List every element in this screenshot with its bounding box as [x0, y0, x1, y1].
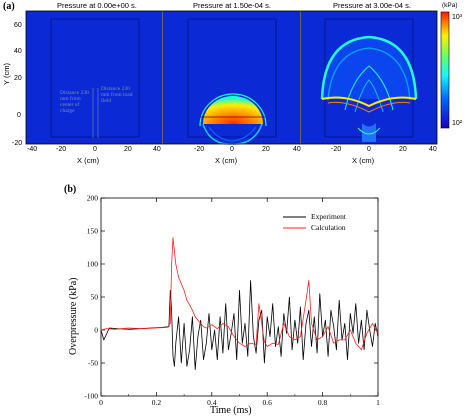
colorbar [440, 11, 450, 129]
series-line-experiment [100, 280, 379, 371]
y-tick-label: -50 [88, 359, 98, 368]
x-tick-label: 0.6 [263, 398, 273, 407]
y-tick-label: 150 [87, 227, 99, 236]
y-tick-label: 0 [94, 326, 98, 335]
y-tick-label: 100 [87, 260, 99, 269]
annotation-right: Distance 230 mm from load field [101, 86, 133, 104]
chart-ylabel: Overpressure (kPa) [68, 277, 79, 355]
chart-xlabel: Time (ms) [210, 405, 252, 416]
x-tick-2d: 20 [262, 146, 270, 153]
x-tick-label: 0.8 [318, 398, 328, 407]
x-tick-label: 1 [376, 398, 380, 407]
x-tick-label: 0.4 [207, 398, 217, 407]
panel-b-tag: (b) [64, 184, 77, 195]
x-tick-1c: 0 [93, 146, 97, 153]
pressure-annotation-arrows [92, 88, 99, 138]
y-tick-20: 20 [14, 75, 22, 82]
pressure-map-2 [163, 11, 300, 145]
map-title-2: Pressure at 1.50e-04 s. [193, 1, 271, 10]
y-tick-40: 40 [14, 48, 22, 55]
x-tick-1e: 40 [153, 146, 161, 153]
map-xlabel-3: X (cm) [352, 156, 375, 165]
x-tick-3e: 40 [429, 146, 437, 153]
y-tick-label: 50 [91, 293, 99, 302]
x-tick-label: 0 [99, 398, 103, 407]
panel-a-tag: (a) [3, 1, 15, 12]
map-title-3: Pressure at 3.00e-04 s. [333, 1, 411, 10]
map-title-1: Pressure at 0.00e+00 s. [57, 1, 137, 10]
colorbar-min: 10² [452, 120, 463, 127]
x-tick-3b: -20 [331, 146, 342, 153]
map-xlabel-1: X (cm) [77, 156, 100, 165]
x-tick-3d: 20 [399, 146, 407, 153]
x-tick-1a: -40 [27, 146, 38, 153]
legend-label-experiment: Experiment [311, 212, 346, 221]
x-tick-3c: 0 [367, 146, 371, 153]
panel-a-ylabel: Y (cm) [2, 63, 11, 85]
x-tick-2e: 40 [293, 146, 301, 153]
x-tick-1d: 20 [124, 146, 132, 153]
y-tick-0: 0 [17, 112, 21, 119]
overpressure-chart: 0 0.2 0.4 0.6 0.8 1 200 150 100 50 0 -50 -100 [84, 194, 380, 408]
legend [283, 216, 306, 229]
y-tick-label: -100 [84, 392, 98, 401]
x-tick-2c: 0 [230, 146, 234, 153]
y-tick-label: 200 [87, 194, 99, 203]
x-tick-1b: -20 [56, 146, 67, 153]
pressure-map-3 [301, 11, 437, 144]
pressure-map-1 [26, 11, 162, 144]
map-xlabel-2: X (cm) [215, 156, 238, 165]
colorbar-unit: (kPa) [442, 2, 458, 9]
x-tick-label: 0.2 [152, 398, 162, 407]
x-tick-2b: -20 [194, 146, 205, 153]
annotation-left: Distance 230 mm from center of charge [60, 90, 89, 114]
y-tick-neg20: -20 [12, 140, 23, 147]
legend-label-calculation: Calculation [311, 223, 346, 232]
y-tick-60: 60 [14, 22, 22, 29]
series-line-calculation [100, 237, 379, 351]
pressure-map-axes [25, 10, 438, 145]
colorbar-max: 10³ [452, 14, 463, 21]
